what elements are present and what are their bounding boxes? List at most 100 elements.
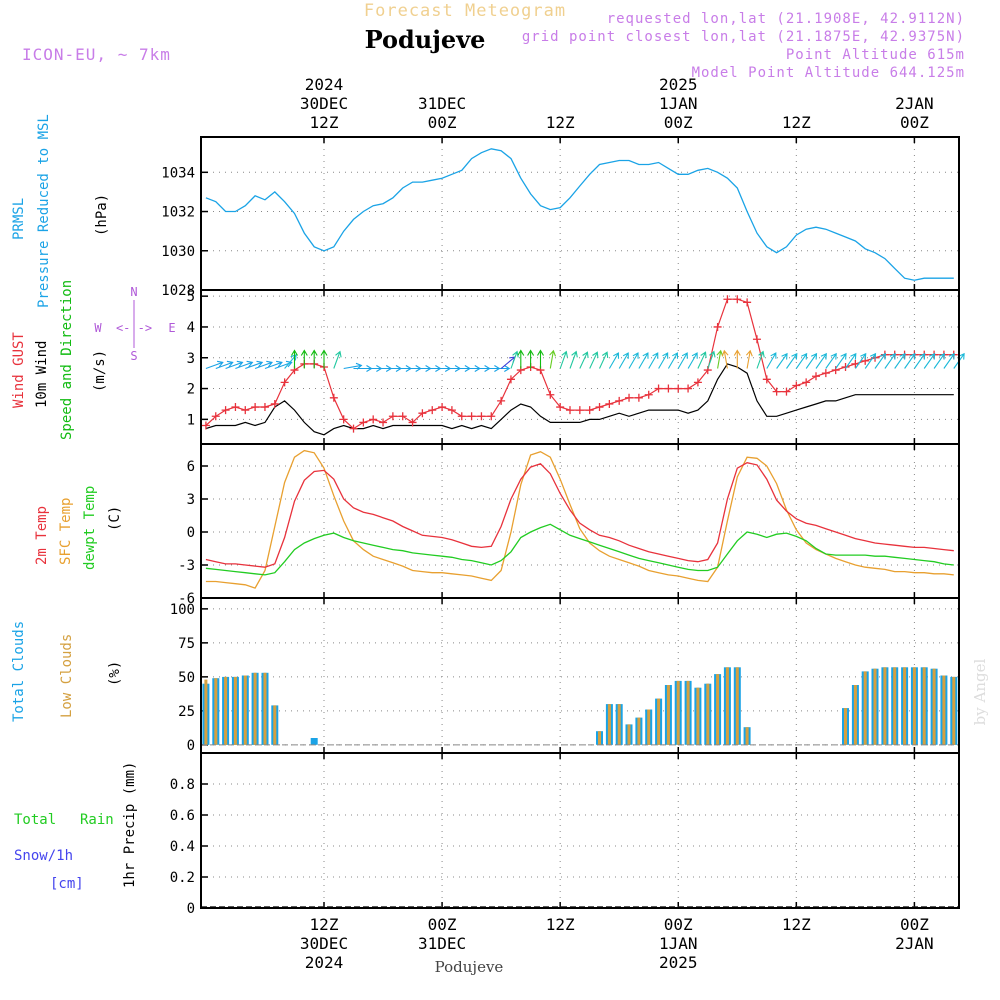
low-cloud-bar (912, 667, 916, 745)
wind-direction-arrow (933, 352, 946, 369)
label-dewpt: dewpt Temp (82, 486, 98, 570)
wind-direction-arrow (559, 350, 568, 369)
wind-direction-arrow (904, 352, 916, 369)
ytick-label: -6 (178, 591, 195, 607)
time-label: 00Z (664, 113, 693, 132)
label-low-clouds: Low Clouds (59, 634, 75, 718)
low-cloud-bar (263, 672, 267, 745)
time-label: 12Z (310, 113, 339, 132)
gust-marker (743, 298, 752, 307)
wind-direction-arrow (291, 349, 298, 369)
pressure-panel: 1028 1030 1032 1034 (161, 136, 960, 299)
low-cloud-bar (932, 668, 936, 745)
low-cloud-bar (952, 676, 956, 745)
gust-marker (497, 396, 506, 405)
gust-marker (674, 384, 683, 393)
low-cloud-bar (204, 679, 208, 745)
low-cloud-bar (844, 708, 847, 745)
time-label: 2JAN (895, 94, 934, 113)
wind-direction-arrow (638, 352, 649, 369)
gust-marker (201, 421, 210, 430)
wind-direction-arrow (343, 362, 363, 370)
time-label: 2024 (305, 75, 344, 94)
ytick-label: 6 (187, 459, 195, 475)
clouds-panel-labels: Total Clouds Low Clouds (%) (11, 621, 123, 722)
time-label: 00Z (900, 113, 929, 132)
low-cloud-bar (243, 675, 247, 745)
ytick-label: 1032 (161, 205, 195, 221)
wind-direction-arrow (527, 349, 535, 369)
ytick-label: 0.8 (170, 777, 195, 793)
ytick-label: 1034 (161, 165, 195, 181)
wind-direction-arrow (733, 349, 741, 369)
gust-marker (585, 406, 594, 415)
ytick-label: 1030 (161, 244, 195, 260)
wind-direction-arrow (300, 349, 308, 369)
panel-border (200, 752, 960, 909)
wind-direction-arrow (864, 352, 877, 369)
wind-direction-arrow (245, 360, 264, 370)
footer-location: Podujeve (435, 958, 504, 976)
ytick-label: 4 (187, 320, 195, 336)
gust-marker (398, 412, 407, 421)
compass-w: W (94, 321, 102, 335)
wind-direction-arrow (677, 352, 688, 369)
model-label: ICON-EU, ~ 7km (22, 45, 171, 64)
low-cloud-bar (647, 709, 651, 745)
gust-marker (487, 412, 496, 421)
ytick-label: -3 (178, 558, 195, 574)
compass-s: S (130, 349, 137, 363)
time-label: 1JAN (659, 934, 698, 953)
low-cloud-bar (696, 687, 700, 745)
wind-direction-arrow (884, 352, 896, 369)
gust-marker (625, 393, 634, 402)
wind-direction-arrow (569, 350, 578, 369)
product-title: Forecast Meteogram (364, 1, 566, 21)
wind-direction-arrow (599, 351, 609, 369)
wind-direction-arrow (579, 351, 589, 369)
gust-marker (802, 378, 811, 387)
wind-direction-arrow (589, 351, 599, 369)
wind-direction-arrow (687, 352, 698, 369)
low-cloud-bar (273, 705, 277, 745)
wind-direction-arrow (235, 360, 254, 370)
label-cm: [cm] (50, 876, 84, 892)
gust-marker (388, 412, 397, 421)
gust-marker (733, 295, 742, 304)
time-label: 00Z (428, 113, 457, 132)
ytick-label: 0.4 (170, 839, 195, 855)
wind-direction-arrow (745, 349, 753, 369)
low-cloud-bar (224, 676, 228, 745)
wind-direction-arrow (549, 349, 557, 369)
sfc-temp-line (205, 449, 954, 589)
gust-marker (457, 412, 466, 421)
low-cloud-bar (725, 667, 729, 745)
wind-direction-arrow (776, 352, 788, 369)
wind-direction-arrow (721, 349, 729, 369)
gust-marker (693, 378, 702, 387)
wind-direction-arrow (215, 360, 234, 370)
gust-marker (447, 406, 456, 415)
low-cloud-bar (745, 727, 749, 745)
gust-marker (477, 412, 486, 421)
low-cloud-bar (666, 685, 670, 745)
wind-direction-arrow (707, 350, 716, 369)
wind-direction-arrow (491, 365, 511, 372)
ytick-label: 25 (178, 704, 195, 720)
wind-direction-arrow (795, 352, 808, 369)
wind-direction-arrow (874, 352, 887, 369)
gust-marker (408, 418, 417, 427)
gust-marker (782, 387, 791, 396)
wind-direction-arrow (913, 352, 926, 369)
label-percent: (%) (107, 661, 123, 686)
t2m-line (205, 462, 954, 568)
panel-border (200, 443, 960, 599)
gust-marker (221, 406, 230, 415)
pressure-line (205, 148, 954, 281)
wind-direction-arrow (264, 360, 283, 370)
label-direction: Speed and Direction (59, 280, 75, 440)
low-cloud-bar (627, 724, 631, 745)
wind-speed-line (205, 363, 954, 436)
ytick-label: 1028 (161, 283, 195, 299)
